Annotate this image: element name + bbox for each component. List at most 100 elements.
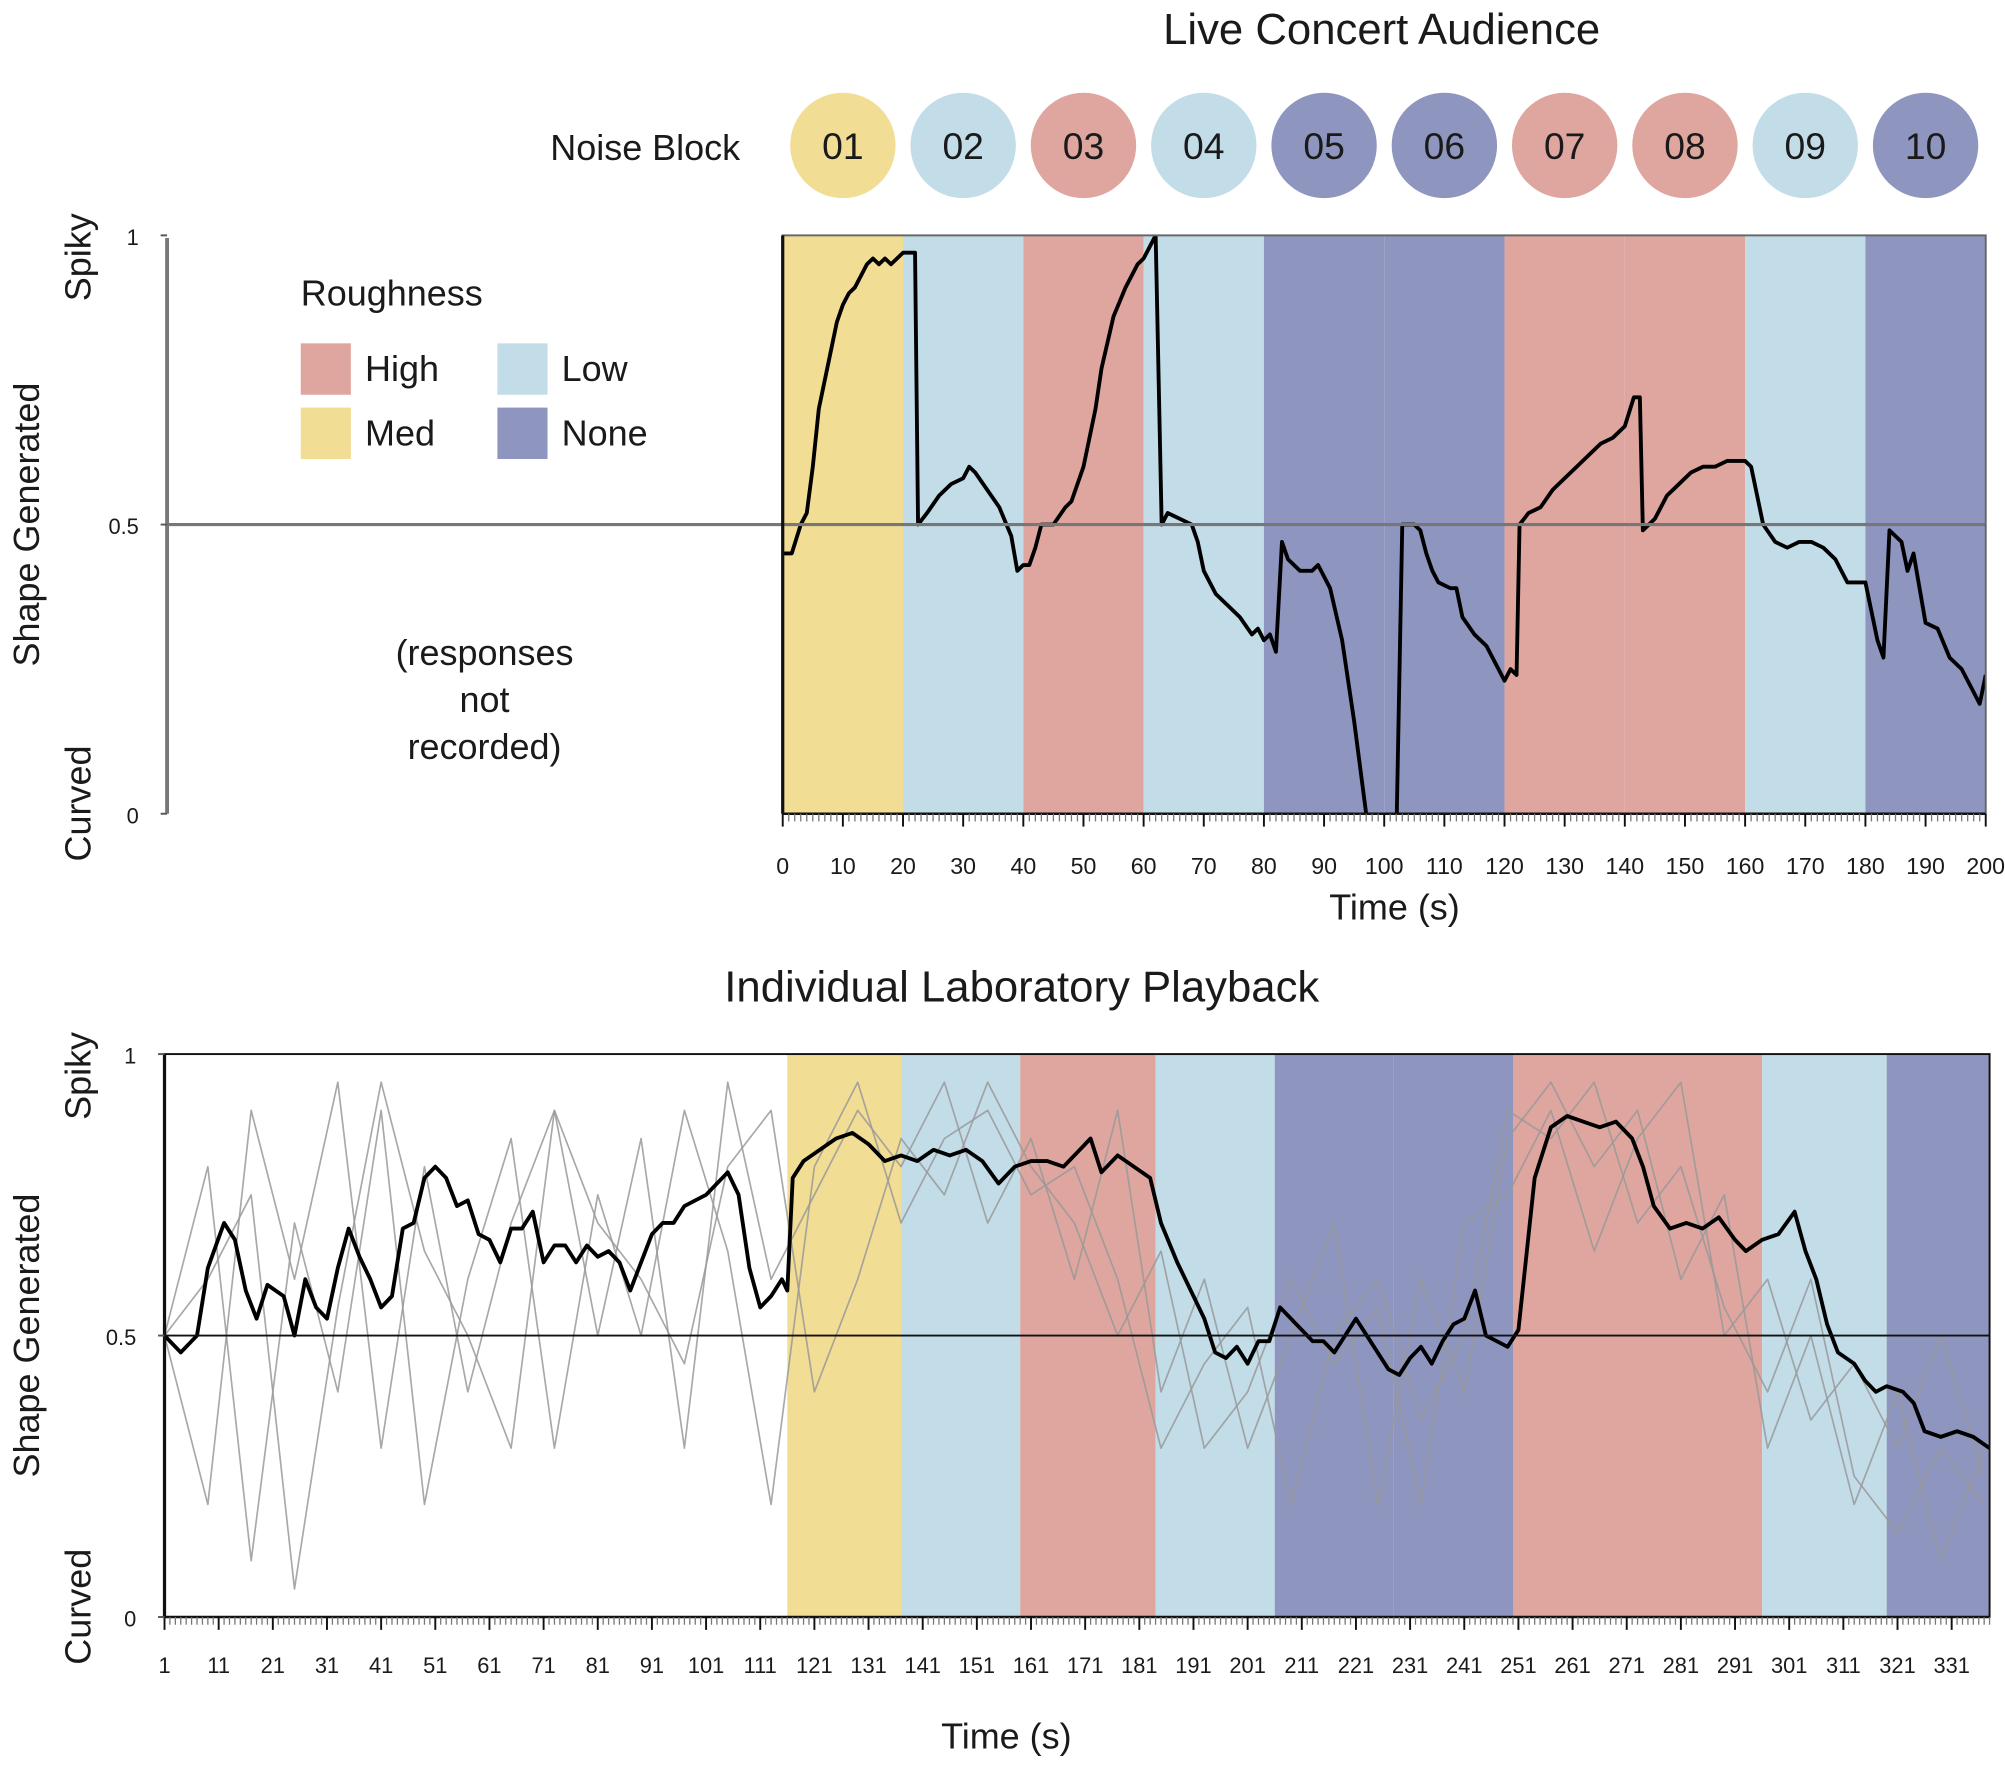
x-tick-label: 170 bbox=[1786, 853, 1825, 879]
y-label-bottom: Curved bbox=[57, 1549, 98, 1665]
x-tick-label: 50 bbox=[1071, 853, 1097, 879]
x-tick-label: 231 bbox=[1392, 1653, 1428, 1678]
x-tick-label: 90 bbox=[1311, 853, 1337, 879]
x-tick-label: 20 bbox=[890, 853, 916, 879]
x-tick-label: 131 bbox=[850, 1653, 886, 1678]
y-label-middle: Shape Generated bbox=[6, 1194, 47, 1478]
x-tick-label: 150 bbox=[1666, 853, 1705, 879]
x-tick-label: 251 bbox=[1500, 1653, 1536, 1678]
x-tick-label: 40 bbox=[1010, 853, 1036, 879]
legend-swatch bbox=[497, 343, 548, 395]
x-tick-label: 31 bbox=[315, 1653, 339, 1678]
y-label-top: Spiky bbox=[57, 213, 98, 301]
x-tick-label: 221 bbox=[1338, 1653, 1374, 1678]
noise-block-circle bbox=[1151, 92, 1257, 199]
noise-block-circle bbox=[910, 92, 1016, 199]
x-axis-label: Time (s) bbox=[1329, 887, 1460, 928]
noise-block-label: 10 bbox=[1905, 125, 1946, 167]
x-tick-label: 110 bbox=[1426, 853, 1463, 879]
noise-block-label: 04 bbox=[1183, 125, 1224, 167]
plot-area bbox=[782, 235, 1986, 814]
noise-block-label: 02 bbox=[942, 125, 983, 167]
annotation: recorded) bbox=[408, 726, 562, 767]
y-label-top: Spiky bbox=[57, 1032, 98, 1120]
trace-line bbox=[164, 1081, 1985, 1562]
x-tick-label: 180 bbox=[1846, 853, 1885, 879]
annotation: (responses bbox=[396, 632, 574, 673]
x-tick-label: 321 bbox=[1879, 1653, 1915, 1678]
legend-label: High bbox=[365, 348, 439, 389]
x-tick-label: 200 bbox=[1966, 853, 2005, 879]
legend-title: Roughness bbox=[301, 272, 483, 313]
x-tick-label: 191 bbox=[1175, 1653, 1211, 1678]
x-tick-label: 261 bbox=[1554, 1653, 1590, 1678]
x-tick-label: 301 bbox=[1771, 1653, 1807, 1678]
x-tick-label: 80 bbox=[1251, 853, 1277, 879]
x-tick-label: 161 bbox=[1013, 1653, 1049, 1678]
x-tick-label: 271 bbox=[1609, 1653, 1645, 1678]
x-tick-label: 121 bbox=[796, 1653, 832, 1678]
noise-block-label: 05 bbox=[1303, 125, 1344, 167]
x-tick-label: 30 bbox=[950, 853, 976, 879]
y-tick-label: 1 bbox=[124, 1044, 136, 1069]
x-axis-label: Time (s) bbox=[941, 1716, 1072, 1757]
y-tick-label: 0 bbox=[124, 1607, 136, 1632]
y-tick-label: 0.5 bbox=[108, 514, 138, 539]
x-tick-label: 160 bbox=[1726, 853, 1765, 879]
legend-swatch bbox=[300, 407, 351, 460]
x-tick-label: 241 bbox=[1446, 1653, 1482, 1678]
x-tick-label: 281 bbox=[1663, 1653, 1699, 1678]
x-tick-label: 171 bbox=[1067, 1653, 1103, 1678]
y-label-middle: Shape Generated bbox=[6, 383, 47, 667]
noise-block-label: 08 bbox=[1664, 125, 1705, 167]
legend-label: Med bbox=[365, 412, 435, 453]
x-tick-label: 100 bbox=[1365, 853, 1404, 879]
annotation: not bbox=[460, 679, 510, 720]
x-tick-label: 11 bbox=[207, 1653, 230, 1678]
legend-swatch bbox=[300, 343, 351, 395]
x-tick-label: 311 bbox=[1826, 1653, 1861, 1678]
noise-block-circle bbox=[1271, 92, 1377, 199]
mean-line bbox=[164, 1114, 1990, 1450]
y-tick-label: 0.5 bbox=[106, 1325, 136, 1350]
x-tick-label: 151 bbox=[959, 1653, 995, 1678]
x-tick-label: 70 bbox=[1191, 853, 1217, 879]
noise-block-label: 07 bbox=[1544, 125, 1585, 167]
x-tick-label: 211 bbox=[1284, 1653, 1319, 1678]
x-tick-label: 51 bbox=[423, 1653, 447, 1678]
x-tick-label: 120 bbox=[1485, 853, 1524, 879]
noise-block-circle bbox=[1511, 92, 1618, 199]
noise-block-label: 01 bbox=[822, 125, 863, 167]
noise-block-title: Noise Block bbox=[550, 127, 741, 168]
x-tick-label: 111 bbox=[744, 1653, 777, 1678]
x-tick-label: 21 bbox=[261, 1653, 285, 1678]
chart-title: Live Concert Audience bbox=[1163, 5, 1600, 54]
x-tick-label: 141 bbox=[904, 1653, 940, 1678]
noise-block-circle bbox=[1030, 92, 1137, 199]
noise-block-circle bbox=[1752, 92, 1858, 199]
x-tick-label: 41 bbox=[369, 1653, 393, 1678]
noise-block-label: 09 bbox=[1785, 125, 1826, 167]
x-tick-label: 0 bbox=[776, 853, 789, 879]
noise-block-circle bbox=[1391, 92, 1498, 199]
x-tick-label: 331 bbox=[1933, 1653, 1969, 1678]
noise-block-circle bbox=[1632, 92, 1738, 199]
x-tick-label: 1 bbox=[158, 1653, 170, 1678]
noise-block-circle bbox=[790, 92, 896, 199]
x-tick-label: 181 bbox=[1121, 1653, 1157, 1678]
x-tick-label: 140 bbox=[1606, 853, 1645, 879]
x-tick-label: 130 bbox=[1545, 853, 1584, 879]
chart-title: Individual Laboratory Playback bbox=[724, 962, 1319, 1011]
x-tick-label: 101 bbox=[688, 1653, 724, 1678]
y-tick-label: 0 bbox=[127, 803, 139, 828]
x-tick-label: 71 bbox=[531, 1653, 555, 1678]
x-tick-label: 91 bbox=[640, 1653, 664, 1678]
x-tick-label: 10 bbox=[830, 853, 856, 879]
noise-block-label: 06 bbox=[1424, 125, 1465, 167]
noise-block-circle bbox=[1872, 92, 1979, 199]
mean-line bbox=[782, 235, 1986, 814]
